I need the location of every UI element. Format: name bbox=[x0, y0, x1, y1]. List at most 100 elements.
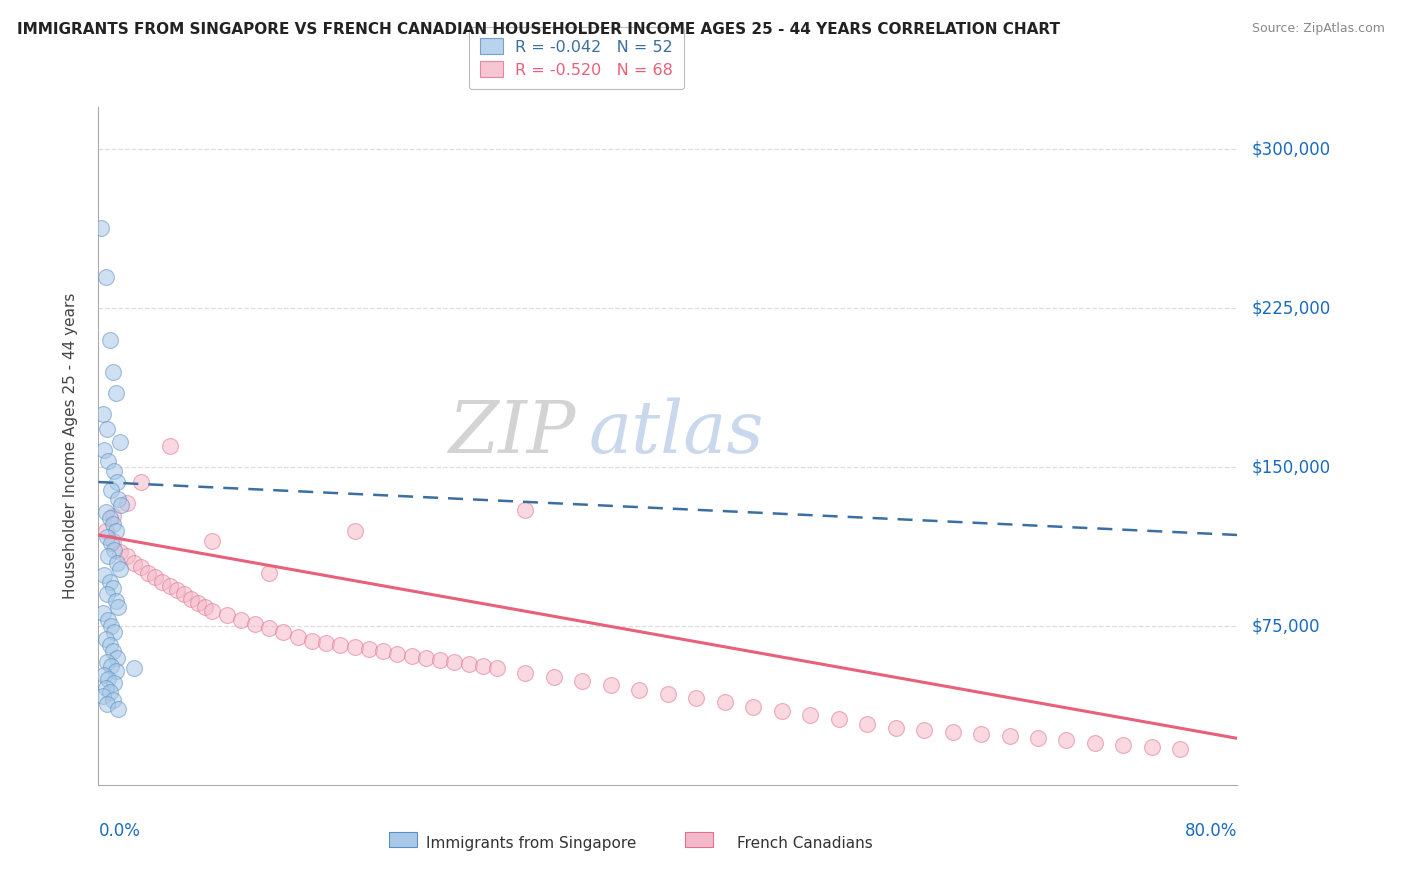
Point bbox=[828, 712, 851, 726]
Point bbox=[543, 670, 565, 684]
Point bbox=[96, 655, 118, 669]
Point bbox=[103, 625, 125, 640]
Point bbox=[145, 570, 167, 584]
Point bbox=[101, 644, 124, 658]
Point bbox=[115, 496, 138, 510]
Point bbox=[101, 508, 124, 523]
Point bbox=[471, 659, 494, 673]
Point bbox=[387, 647, 409, 661]
Point bbox=[714, 695, 737, 709]
Text: $150,000: $150,000 bbox=[1251, 458, 1330, 476]
Point bbox=[1084, 735, 1107, 749]
Point bbox=[443, 655, 465, 669]
Text: ZIP: ZIP bbox=[450, 397, 576, 467]
Point bbox=[243, 617, 266, 632]
Point bbox=[110, 498, 132, 512]
Point bbox=[101, 693, 124, 707]
Point bbox=[96, 530, 118, 544]
Point bbox=[100, 619, 122, 633]
Point bbox=[93, 667, 115, 681]
Point bbox=[108, 545, 131, 559]
Point bbox=[998, 729, 1021, 743]
Point bbox=[401, 648, 423, 663]
Point bbox=[96, 698, 118, 712]
Point bbox=[856, 716, 879, 731]
Point bbox=[91, 407, 114, 421]
Point bbox=[429, 653, 451, 667]
Text: French Canadians: French Canadians bbox=[737, 836, 872, 851]
Point bbox=[159, 579, 181, 593]
Point bbox=[129, 475, 152, 489]
Point bbox=[152, 574, 174, 589]
Point bbox=[628, 682, 651, 697]
Point bbox=[104, 386, 127, 401]
Point bbox=[103, 676, 125, 690]
Point bbox=[115, 549, 138, 564]
Point bbox=[912, 723, 935, 737]
Point bbox=[571, 674, 593, 689]
Point bbox=[100, 659, 122, 673]
Point bbox=[259, 621, 281, 635]
Point bbox=[1140, 739, 1163, 754]
Point bbox=[94, 681, 117, 695]
Point bbox=[94, 632, 117, 646]
Point bbox=[107, 701, 129, 715]
Point bbox=[742, 699, 765, 714]
Point bbox=[159, 439, 181, 453]
Text: 0.0%: 0.0% bbox=[98, 822, 141, 840]
Point bbox=[229, 613, 252, 627]
Point bbox=[343, 640, 366, 655]
Point bbox=[105, 651, 128, 665]
Point bbox=[103, 464, 125, 478]
Point bbox=[107, 491, 129, 506]
Point bbox=[101, 534, 124, 549]
Point bbox=[94, 269, 117, 284]
Point bbox=[329, 638, 352, 652]
Text: atlas: atlas bbox=[588, 397, 763, 467]
Point bbox=[770, 704, 793, 718]
Point bbox=[1170, 742, 1192, 756]
Text: Source: ZipAtlas.com: Source: ZipAtlas.com bbox=[1251, 22, 1385, 36]
Point bbox=[600, 678, 623, 692]
Text: Immigrants from Singapore: Immigrants from Singapore bbox=[426, 836, 637, 851]
Text: $300,000: $300,000 bbox=[1251, 140, 1330, 159]
Point bbox=[96, 422, 118, 436]
Point bbox=[515, 502, 537, 516]
Point bbox=[93, 568, 115, 582]
Point bbox=[105, 475, 128, 489]
Point bbox=[371, 644, 394, 658]
Point bbox=[273, 625, 295, 640]
FancyBboxPatch shape bbox=[685, 832, 713, 847]
Point bbox=[90, 220, 112, 235]
Point bbox=[201, 604, 224, 618]
Point bbox=[100, 536, 122, 550]
Point bbox=[98, 685, 121, 699]
Point bbox=[97, 549, 120, 564]
Point bbox=[91, 607, 114, 621]
Point bbox=[98, 574, 121, 589]
Point bbox=[103, 542, 125, 557]
Point bbox=[101, 581, 124, 595]
Legend: R = -0.042   N = 52, R = -0.520   N = 68: R = -0.042 N = 52, R = -0.520 N = 68 bbox=[470, 27, 685, 89]
Point bbox=[315, 636, 337, 650]
Point bbox=[215, 608, 238, 623]
Point bbox=[129, 559, 152, 574]
Point bbox=[122, 661, 145, 675]
Point bbox=[107, 599, 129, 614]
Point bbox=[1112, 738, 1135, 752]
Point bbox=[942, 725, 965, 739]
Point bbox=[486, 661, 509, 675]
Point bbox=[415, 651, 437, 665]
Point bbox=[457, 657, 479, 672]
Point bbox=[94, 505, 117, 519]
Text: IMMIGRANTS FROM SINGAPORE VS FRENCH CANADIAN HOUSEHOLDER INCOME AGES 25 - 44 YEA: IMMIGRANTS FROM SINGAPORE VS FRENCH CANA… bbox=[17, 22, 1060, 37]
Point bbox=[136, 566, 159, 581]
Point bbox=[97, 454, 120, 468]
Point bbox=[166, 583, 188, 598]
Point bbox=[104, 664, 127, 678]
Point bbox=[108, 434, 131, 449]
Point bbox=[343, 524, 366, 538]
Point bbox=[301, 633, 323, 648]
Text: 80.0%: 80.0% bbox=[1185, 822, 1237, 840]
Point bbox=[93, 443, 115, 458]
